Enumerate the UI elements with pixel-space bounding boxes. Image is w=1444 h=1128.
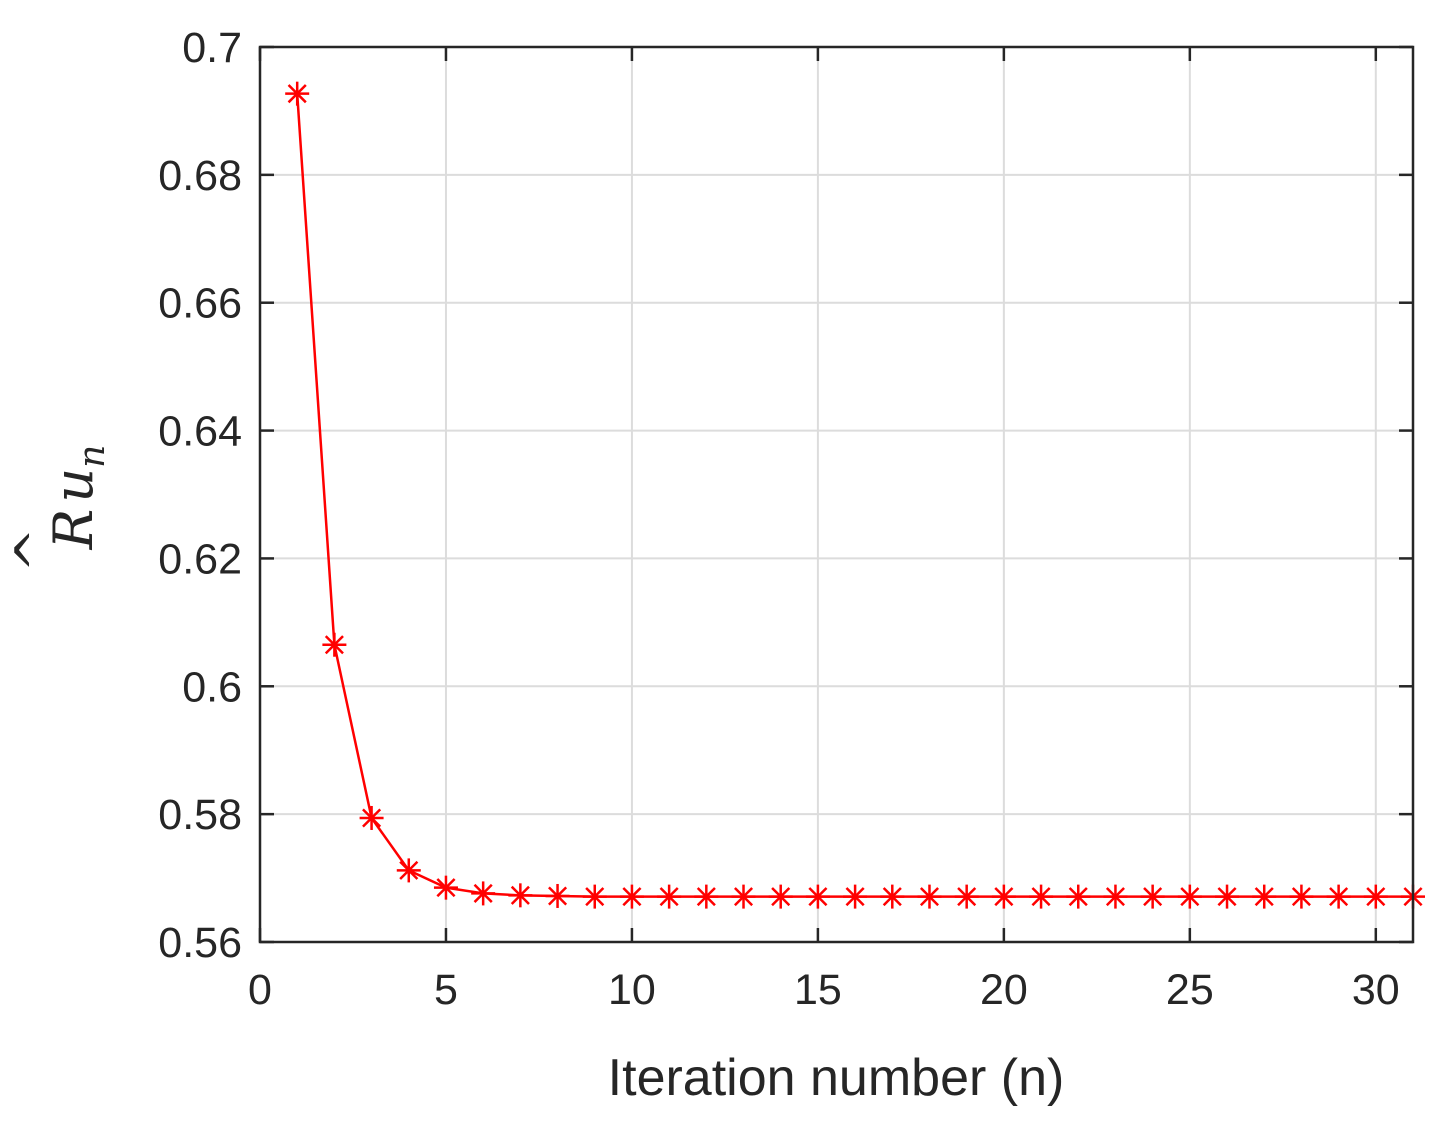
x-tick-label: 10: [608, 966, 656, 1014]
data-point-marker: [285, 81, 310, 106]
axes-box: [258, 45, 1415, 944]
data-point-marker: [954, 884, 979, 909]
data-point-marker: [359, 805, 384, 830]
data-point-marker: [657, 884, 682, 909]
data-point-marker: [768, 884, 793, 909]
y-tick-label: 0.56: [158, 919, 242, 967]
x-tick-label: 25: [1166, 966, 1214, 1014]
y-tick-label: 0.66: [158, 280, 242, 328]
y-tick-label: 0.68: [158, 152, 242, 200]
data-point-marker: [1066, 884, 1091, 909]
svg-text:Run: Run: [42, 445, 113, 551]
data-point-marker: [545, 883, 570, 908]
data-point-marker: [582, 884, 607, 909]
data-point-marker: [508, 883, 533, 908]
data-point-marker: [1289, 884, 1314, 909]
y-tick-label: 0.64: [158, 408, 242, 456]
data-point-marker: [1103, 884, 1128, 909]
data-point-marker: [471, 881, 496, 906]
data-point-marker: [694, 884, 719, 909]
data-point-marker: [1177, 884, 1202, 909]
data-point-marker: [1140, 884, 1165, 909]
y-tick-label: 0.62: [158, 535, 242, 583]
x-tick-label: 5: [434, 966, 458, 1014]
y-axis-label-accent: ^: [4, 527, 67, 572]
data-point-marker: [843, 884, 868, 909]
data-point-marker: [991, 884, 1016, 909]
tick-labels: 0 5 10 15 20 25 30 0.56 0.58 0.6 0.62 0.64 0.66 0.68 0…: [158, 24, 1399, 1014]
data-point-marker: [731, 884, 756, 909]
grid: [259, 46, 1413, 943]
y-axis-label-sub: n: [72, 445, 113, 468]
x-tick-label: 20: [980, 966, 1028, 1014]
y-tick-label: 0.7: [182, 24, 242, 72]
x-tick-label: 30: [1352, 966, 1400, 1014]
data-point-marker: [1363, 884, 1388, 909]
data-point-marker: [917, 884, 942, 909]
data-point-marker: [805, 884, 830, 909]
data-point-marker: [1326, 884, 1351, 909]
data-point-marker: [1029, 884, 1054, 909]
data-point-marker: [322, 632, 347, 657]
x-tick-label: 15: [794, 966, 842, 1014]
x-axis-label: Iteration number (n): [608, 1049, 1065, 1107]
data-point-marker: [433, 875, 458, 900]
data-point-marker: [619, 884, 644, 909]
data-point-marker: [1252, 884, 1277, 909]
y-tick-label: 0.6: [182, 663, 242, 711]
x-tick-label: 0: [248, 966, 272, 1014]
data-point-marker: [396, 858, 421, 883]
series-line: [295, 93, 1413, 898]
data-point-marker: [1215, 884, 1240, 909]
data-point-marker: [880, 884, 905, 909]
y-axis-label-base: R: [42, 509, 105, 551]
y-tick-label: 0.58: [158, 791, 242, 839]
y-axis-label: Run ^: [4, 445, 113, 573]
series-layer: [285, 81, 1425, 909]
ticks: [258, 45, 1413, 944]
y-axis-label-var: u: [42, 468, 105, 503]
